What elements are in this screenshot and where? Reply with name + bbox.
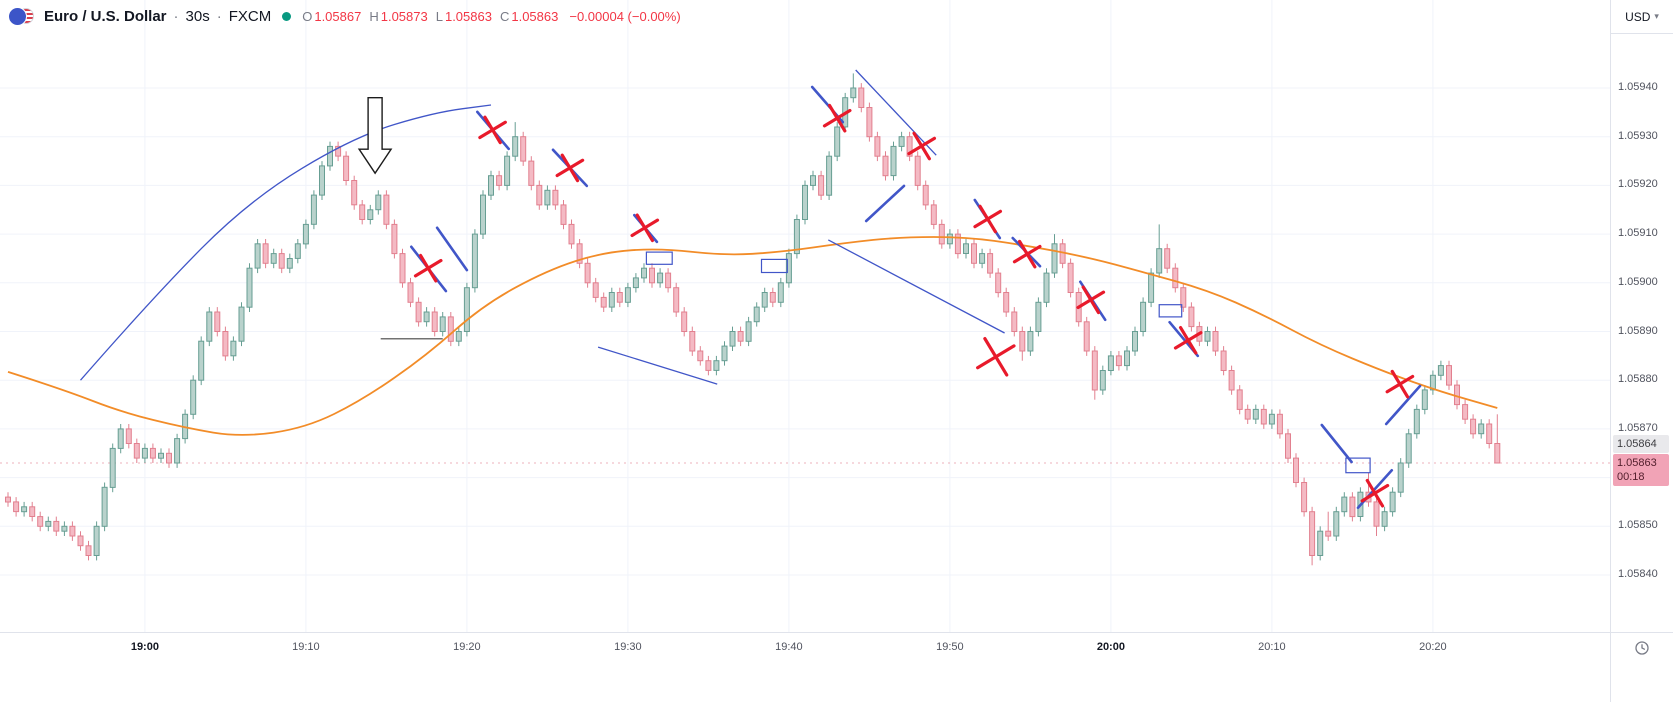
clock-icon[interactable]	[1634, 640, 1650, 656]
time-axis-label: 19:40	[775, 641, 803, 653]
separator-dot: ·	[216, 8, 222, 25]
signal-segment	[1384, 384, 1422, 426]
moving-average-line	[7, 236, 1498, 436]
price-axis-label: 1.05930	[1618, 129, 1658, 142]
close-value: C 1.05863	[499, 9, 559, 24]
prev-price-tag: 1.05864	[1613, 435, 1669, 454]
red-x-marker	[973, 204, 1003, 234]
time-axis-label: 19:10	[292, 641, 320, 653]
symbol-title[interactable]: Euro / U.S. Dollar · 30s · FXCM	[44, 8, 271, 25]
red-x-marker	[478, 115, 507, 145]
separator-dot: ·	[173, 8, 179, 25]
exchange-label: FXCM	[228, 8, 272, 25]
prev-price-value: 1.05864	[1617, 438, 1657, 451]
ohlc-values: O 1.05867 H 1.05873 L 1.05863 C 1.05863 −0.0…	[302, 9, 680, 24]
signal-segment	[1320, 423, 1353, 464]
low-value: L 1.05863	[435, 9, 492, 24]
price-axis-label: 1.05880	[1618, 373, 1658, 386]
red-x-marker	[1360, 478, 1390, 508]
signal-box	[1158, 304, 1183, 318]
signal-segment	[864, 184, 906, 223]
price-axis-label: 1.05920	[1618, 178, 1658, 191]
price-axis-label: 1.05890	[1618, 324, 1658, 337]
price-axis[interactable]: USD ▾ 1.05940 1.05930 1.05920 1.05910 1.0590…	[1610, 0, 1673, 702]
signal-box	[645, 251, 673, 265]
down-arrow-annotation	[357, 97, 393, 175]
signal-segment	[435, 226, 469, 272]
signal-box	[1345, 457, 1371, 474]
symbol-logo-icon	[8, 7, 35, 26]
time-axis-label: 19:20	[453, 641, 481, 653]
price-axis-label: 1.05910	[1618, 227, 1658, 240]
chevron-down-icon: ▾	[1654, 11, 1659, 21]
open-value: O 1.05867	[302, 9, 362, 24]
trend-line	[855, 69, 937, 156]
price-axis-label: 1.05850	[1618, 519, 1658, 532]
currency-label: USD	[1625, 9, 1651, 24]
change-value: −0.00004 (−0.00%)	[569, 9, 681, 24]
trend-curve	[80, 104, 492, 381]
red-x-marker	[1173, 325, 1203, 355]
red-x-markers	[413, 103, 1415, 508]
red-x-marker	[1012, 239, 1042, 269]
signal-box	[760, 258, 788, 274]
bar-countdown: 00:18	[1617, 471, 1645, 483]
market-status-dot	[282, 12, 292, 21]
trend-line	[597, 346, 718, 385]
price-axis-label: 1.05870	[1618, 421, 1658, 434]
eur-flag-icon	[8, 7, 27, 26]
currency-selector[interactable]: USD ▾	[1611, 0, 1673, 34]
axis-corner	[1611, 632, 1673, 702]
time-axis-label: 20:00	[1096, 641, 1125, 653]
red-x-marker	[630, 213, 660, 243]
red-x-marker	[822, 103, 852, 133]
high-value: H 1.05873	[369, 9, 428, 24]
red-x-marker	[907, 131, 937, 161]
time-axis-label: 19:30	[614, 641, 642, 653]
red-x-marker	[976, 337, 1016, 377]
candles	[5, 73, 1501, 566]
price-axis-label: 1.05840	[1618, 568, 1658, 580]
red-x-marker	[555, 153, 585, 183]
red-x-marker	[1076, 285, 1106, 315]
time-axis-label: 20:20	[1419, 641, 1447, 653]
red-x-marker	[413, 253, 443, 283]
interval-label: 30s	[185, 8, 210, 25]
candlestick-chart[interactable]	[0, 0, 1610, 632]
symbol-name: Euro / U.S. Dollar	[44, 8, 167, 25]
time-axis[interactable]: 19:00 19:10 19:20 19:30 19:40 19:50 20:00 20:10…	[0, 632, 1610, 702]
blue-annotations	[80, 69, 1422, 510]
time-axis-label: 20:10	[1258, 641, 1286, 653]
trend-line	[827, 239, 1005, 334]
price-axis-label: 1.05940	[1618, 81, 1658, 93]
last-price-value: 1.05863	[1617, 457, 1657, 469]
time-axis-label: 19:50	[936, 641, 964, 653]
price-axis-label: 1.05900	[1618, 275, 1658, 288]
chart-legend: Euro / U.S. Dollar · 30s · FXCM O 1.05867…	[8, 7, 681, 26]
price-axis-labels: 1.05940 1.05930 1.05920 1.05910 1.05900 1.058…	[1611, 0, 1673, 632]
red-x-marker	[1385, 369, 1415, 399]
time-axis-label: 19:00	[130, 641, 159, 653]
last-price-tag: 1.05863 00:18	[1613, 454, 1669, 486]
